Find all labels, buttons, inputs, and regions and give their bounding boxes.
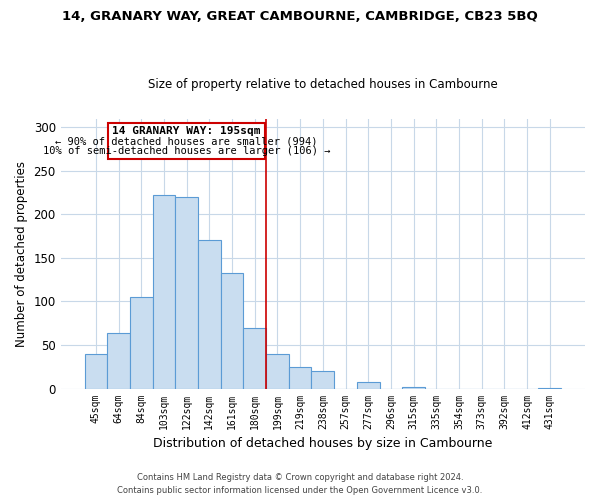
Text: 10% of semi-detached houses are larger (106) →: 10% of semi-detached houses are larger (… [43,146,331,156]
Y-axis label: Number of detached properties: Number of detached properties [15,160,28,346]
Bar [266,354,289,388]
FancyBboxPatch shape [109,123,265,160]
Title: Size of property relative to detached houses in Cambourne: Size of property relative to detached ho… [148,78,498,91]
Bar [130,297,152,388]
Text: 14, GRANARY WAY, GREAT CAMBOURNE, CAMBRIDGE, CB23 5BQ: 14, GRANARY WAY, GREAT CAMBOURNE, CAMBRI… [62,10,538,23]
Text: ← 90% of detached houses are smaller (994): ← 90% of detached houses are smaller (99… [55,136,318,146]
Bar [402,387,425,388]
Text: Contains HM Land Registry data © Crown copyright and database right 2024.
Contai: Contains HM Land Registry data © Crown c… [118,474,482,495]
X-axis label: Distribution of detached houses by size in Cambourne: Distribution of detached houses by size … [153,437,493,450]
Bar [152,195,175,388]
Bar [107,333,130,388]
Bar [357,382,380,388]
Text: 14 GRANARY WAY: 195sqm: 14 GRANARY WAY: 195sqm [112,126,261,136]
Bar [289,367,311,388]
Bar [175,197,198,388]
Bar [311,371,334,388]
Bar [244,328,266,388]
Bar [221,272,244,388]
Bar [198,240,221,388]
Bar [85,354,107,388]
